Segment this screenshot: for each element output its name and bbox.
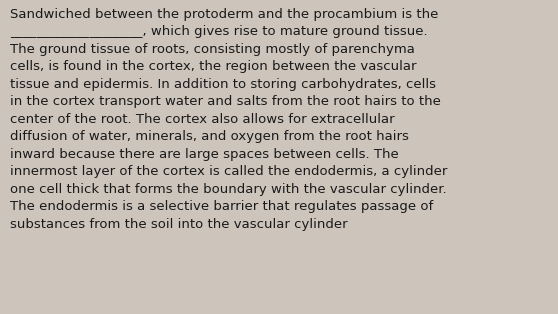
Text: Sandwiched between the protoderm and the procambium is the
____________________,: Sandwiched between the protoderm and the… [10, 8, 448, 231]
